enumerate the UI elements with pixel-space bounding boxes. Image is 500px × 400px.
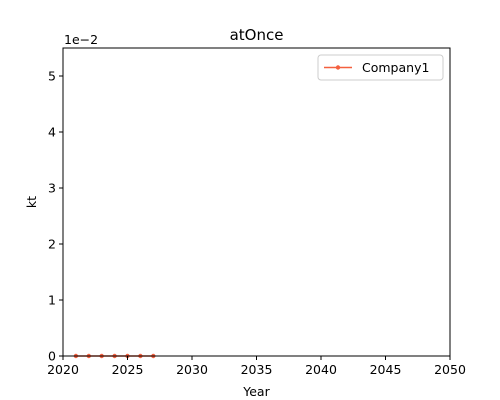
x-tick-label-2020: 2020 [47,362,79,377]
plot-frame [62,47,451,357]
y-axis-label: kt [24,196,39,208]
y-tick-label-2: 2 [48,237,56,252]
x-axis-label: Year [242,384,270,399]
x-tick-label-2025: 2025 [112,362,144,377]
x-tick-label-2035: 2035 [241,362,273,377]
y-tick-label-1: 1 [48,293,56,308]
x-axis-ticks: 2020 2025 2030 2035 2040 2045 2050 [47,356,466,377]
y-axis-ticks: 0 1 2 3 4 5 [48,69,63,364]
y-tick-label-5: 5 [48,69,56,84]
x-tick-label-2050: 2050 [434,362,466,377]
chart-title: atOnce [230,26,284,44]
legend-box [317,54,444,81]
x-tick-label-2040: 2040 [305,362,337,377]
y-tick-label-3: 3 [48,181,56,196]
x-tick-label-2030: 2030 [176,362,208,377]
legend-marker-company1 [335,65,341,70]
x-tick-label-2045: 2045 [370,362,402,377]
y-tick-label-4: 4 [48,125,56,140]
legend-label-company1: Company1 [362,60,429,75]
y-tick-label-0: 0 [48,349,56,364]
y-offset-text: 1e−2 [64,32,98,47]
legend: Company1 [317,54,444,81]
